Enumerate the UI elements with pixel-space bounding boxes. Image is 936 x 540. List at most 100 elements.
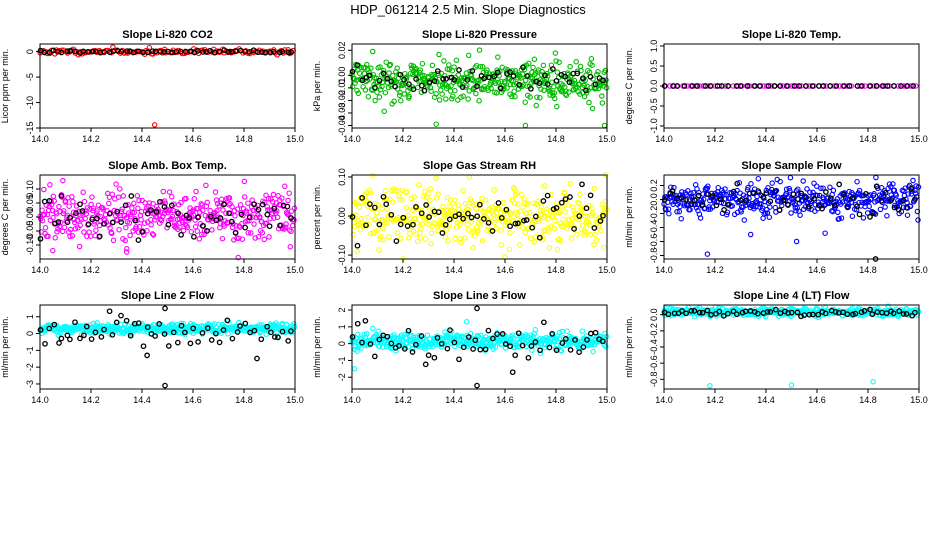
data-point xyxy=(447,88,454,94)
data-point xyxy=(288,208,295,214)
data-point xyxy=(589,205,595,212)
data-point xyxy=(683,310,689,317)
data-point xyxy=(884,83,891,89)
data-point xyxy=(587,222,593,229)
data-point xyxy=(400,214,407,221)
data-point xyxy=(42,225,49,231)
data-point xyxy=(424,332,431,338)
data-point xyxy=(815,311,822,318)
data-point xyxy=(602,67,609,74)
data-point xyxy=(737,83,744,89)
panel-title: Slope Line 3 Flow xyxy=(433,290,526,302)
data-point xyxy=(373,228,380,234)
data-point xyxy=(162,305,168,312)
data-point xyxy=(354,248,360,254)
data-point xyxy=(452,87,458,94)
data-point xyxy=(124,48,130,54)
data-point xyxy=(594,237,600,243)
data-point xyxy=(61,208,67,214)
x-tick-label: 15.0 xyxy=(286,265,304,275)
data-point xyxy=(485,327,492,334)
data-point xyxy=(84,233,90,239)
data-point xyxy=(204,228,210,234)
data-point xyxy=(848,83,855,89)
data-point xyxy=(526,209,533,216)
data-point xyxy=(396,193,402,199)
data-point xyxy=(542,72,548,79)
data-point xyxy=(81,332,87,339)
data-point xyxy=(484,227,490,234)
data-point xyxy=(767,309,774,315)
data-point xyxy=(571,226,577,232)
data-point xyxy=(165,221,172,228)
data-point xyxy=(250,47,257,54)
y-tick-label: 0 xyxy=(25,331,35,336)
data-point xyxy=(867,306,873,313)
data-point xyxy=(809,83,816,89)
data-point xyxy=(135,48,141,55)
data-point xyxy=(799,198,806,204)
data-point xyxy=(520,64,526,71)
data-point xyxy=(436,51,442,58)
data-point xyxy=(203,182,209,189)
data-point xyxy=(574,68,581,75)
data-point xyxy=(798,313,804,320)
data-point xyxy=(66,203,72,209)
data-point xyxy=(261,236,267,243)
data-point xyxy=(913,83,919,89)
data-point xyxy=(587,73,594,80)
data-point xyxy=(818,185,824,192)
data-point xyxy=(776,207,783,214)
data-point xyxy=(472,233,478,239)
data-point xyxy=(484,67,490,73)
data-point xyxy=(777,178,783,185)
data-point xyxy=(90,48,96,55)
data-point xyxy=(349,334,356,340)
data-point xyxy=(823,189,829,195)
panel-4: Slope Amb. Box Temp. degrees C per min. 14… xyxy=(0,160,304,275)
data-point xyxy=(249,214,256,220)
data-point xyxy=(173,222,179,228)
data-point xyxy=(767,198,774,205)
data-point xyxy=(904,205,911,211)
data-point xyxy=(515,340,522,346)
data-point xyxy=(241,194,248,200)
data-point xyxy=(417,67,424,73)
data-point xyxy=(600,77,606,84)
data-point xyxy=(187,340,194,347)
data-point xyxy=(541,319,547,326)
data-point xyxy=(534,94,540,100)
data-point xyxy=(803,83,809,89)
data-point xyxy=(109,219,116,226)
data-point xyxy=(380,67,387,74)
data-point xyxy=(167,207,173,213)
data-point xyxy=(581,82,587,89)
y-tick-label: 0.2 xyxy=(649,179,659,192)
data-point xyxy=(433,341,439,348)
data-point xyxy=(47,182,53,188)
data-point xyxy=(354,87,360,94)
data-point xyxy=(538,72,545,78)
data-point xyxy=(374,89,380,95)
y-tick-label: -0.6 xyxy=(649,234,659,250)
data-point xyxy=(93,227,99,234)
y-tick-label: -2 xyxy=(25,363,35,371)
data-point xyxy=(785,310,791,316)
data-point xyxy=(537,347,543,354)
data-point xyxy=(796,83,803,89)
data-point xyxy=(551,225,558,232)
data-point xyxy=(386,234,392,240)
data-point xyxy=(127,332,134,339)
data-point xyxy=(421,193,427,200)
y-tick-label: 2 xyxy=(337,308,347,313)
data-point xyxy=(401,346,408,352)
x-tick-label: 14.8 xyxy=(547,395,565,405)
data-point xyxy=(772,188,779,195)
data-point xyxy=(125,323,131,329)
data-point xyxy=(482,346,489,353)
x-tick-label: 14.8 xyxy=(547,265,565,275)
data-point xyxy=(226,210,232,217)
data-points xyxy=(349,172,610,262)
data-point xyxy=(524,73,530,79)
data-point xyxy=(221,201,227,208)
